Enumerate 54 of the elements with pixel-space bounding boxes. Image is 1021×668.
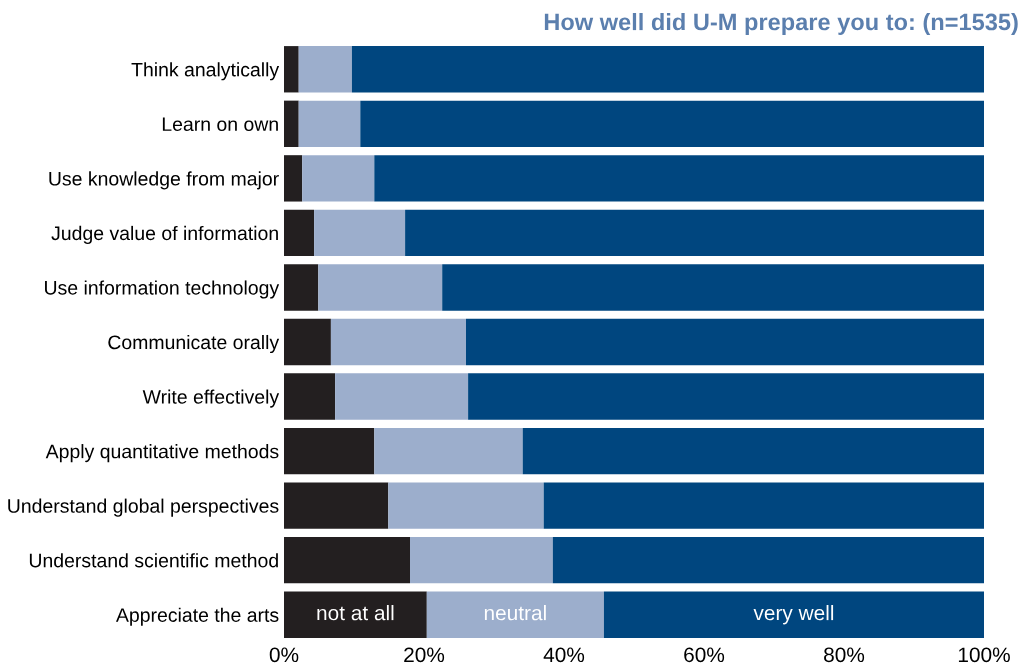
- bar: [302, 155, 375, 202]
- bar: [318, 264, 443, 311]
- bar: [298, 100, 361, 147]
- bar: [284, 427, 375, 475]
- bar: [284, 373, 336, 420]
- bar: [284, 264, 319, 311]
- bar: [284, 155, 303, 202]
- bar: [374, 155, 984, 202]
- bar: [335, 373, 469, 420]
- bar: [603, 591, 984, 638]
- bar: [351, 46, 984, 93]
- x-tick-label: 0%: [269, 647, 299, 663]
- bar: [298, 46, 352, 93]
- bar: [360, 100, 984, 147]
- y-tick-label: Learn on own: [162, 117, 278, 132]
- bar: [284, 318, 331, 366]
- bar: [284, 46, 299, 93]
- series-label: neutral: [484, 605, 546, 621]
- bar: [284, 591, 427, 638]
- bar: [284, 537, 410, 584]
- bar: [552, 537, 984, 584]
- series-label: not at all: [317, 605, 394, 621]
- bar: [374, 427, 523, 475]
- bar: [466, 318, 984, 366]
- y-tick-label: Think analytically: [131, 62, 280, 81]
- bar: [468, 373, 984, 420]
- bar: [284, 209, 315, 257]
- y-tick-label: Appreciate the arts: [115, 607, 279, 626]
- bar: [442, 264, 984, 311]
- y-tick-label: Use information technology: [45, 280, 280, 299]
- bar: [426, 591, 604, 638]
- y-tick-label: Understand global perspectives: [8, 498, 279, 517]
- y-tick-label: Apply quantitative methods: [45, 444, 279, 463]
- bar: [543, 482, 984, 529]
- bar: [410, 537, 553, 584]
- y-tick-label: Write effectively: [142, 389, 280, 408]
- x-tick-label: 20%: [404, 647, 445, 663]
- x-tick-label: 80%: [824, 647, 865, 663]
- y-tick-label: Communicate orally: [108, 334, 280, 354]
- bar: [284, 482, 389, 529]
- bar: [405, 209, 984, 257]
- x-tick-label: 60%: [684, 647, 725, 663]
- bar: [330, 318, 466, 366]
- chart-title: How well did U-M prepare you to: (n=1535): [544, 13, 1018, 35]
- series-label: very well: [753, 605, 834, 625]
- y-tick-label: Understand scientific method: [29, 553, 278, 568]
- bar: [284, 100, 299, 147]
- bar: [388, 482, 544, 529]
- x-tick-label: 40%: [543, 647, 585, 663]
- x-tick-label: 100%: [958, 647, 1010, 663]
- y-tick-label: Judge value of information: [51, 225, 278, 244]
- bar: [314, 209, 406, 257]
- y-tick-label: Use knowledge from major: [49, 171, 279, 190]
- bar: [522, 427, 984, 475]
